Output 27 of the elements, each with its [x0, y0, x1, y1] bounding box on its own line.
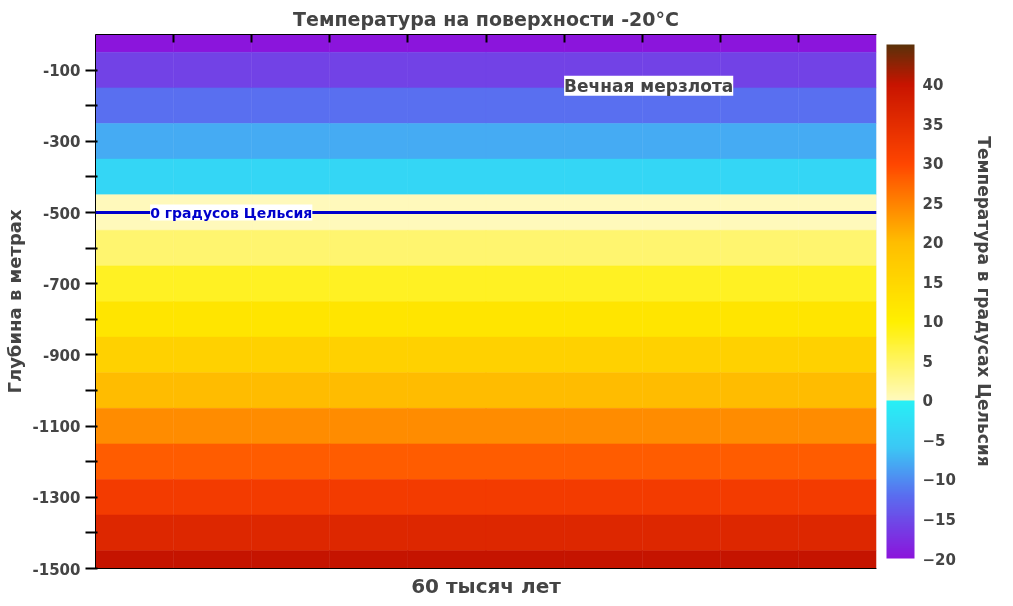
color-bar-label: 30: [922, 155, 944, 174]
y-tick-label: -700: [42, 275, 81, 294]
color-bar-label: 15: [922, 273, 944, 292]
color-bar-label: 20: [922, 234, 944, 253]
color-bar-label: 0: [922, 392, 933, 411]
color-bar-title: Температура в градусах Цельсия: [973, 136, 994, 467]
y-tick-label: -1500: [32, 560, 81, 579]
ref-line-label: 0 градусов Цельсия: [150, 204, 313, 221]
color-bar-label: 25: [922, 194, 944, 213]
color-bar-label: −15: [922, 510, 956, 529]
y-axis-title: Глубина в метрах: [3, 209, 25, 394]
y-tick-label: -1100: [32, 418, 81, 437]
color-bar-label: 35: [922, 115, 944, 134]
chart-title: Температура на поверхности -20°C: [293, 7, 679, 30]
color-bar-label: −10: [922, 471, 956, 490]
y-tick-label: -1300: [32, 489, 81, 508]
y-tick-label: -900: [42, 346, 81, 365]
annotation: Вечная мерзлота: [564, 75, 734, 96]
color-bar-label: 10: [922, 313, 944, 332]
y-tick-label: -300: [42, 133, 81, 152]
color-bar-label: −20: [922, 550, 956, 569]
x-axis-title: 60 тысяч лет: [411, 573, 562, 598]
y-tick-label: -500: [42, 204, 81, 223]
y-tick-label: -100: [42, 62, 81, 81]
color-bar-label: 5: [922, 352, 933, 371]
color-bar-label: 40: [922, 76, 944, 95]
color-bar-label: −5: [922, 431, 946, 450]
